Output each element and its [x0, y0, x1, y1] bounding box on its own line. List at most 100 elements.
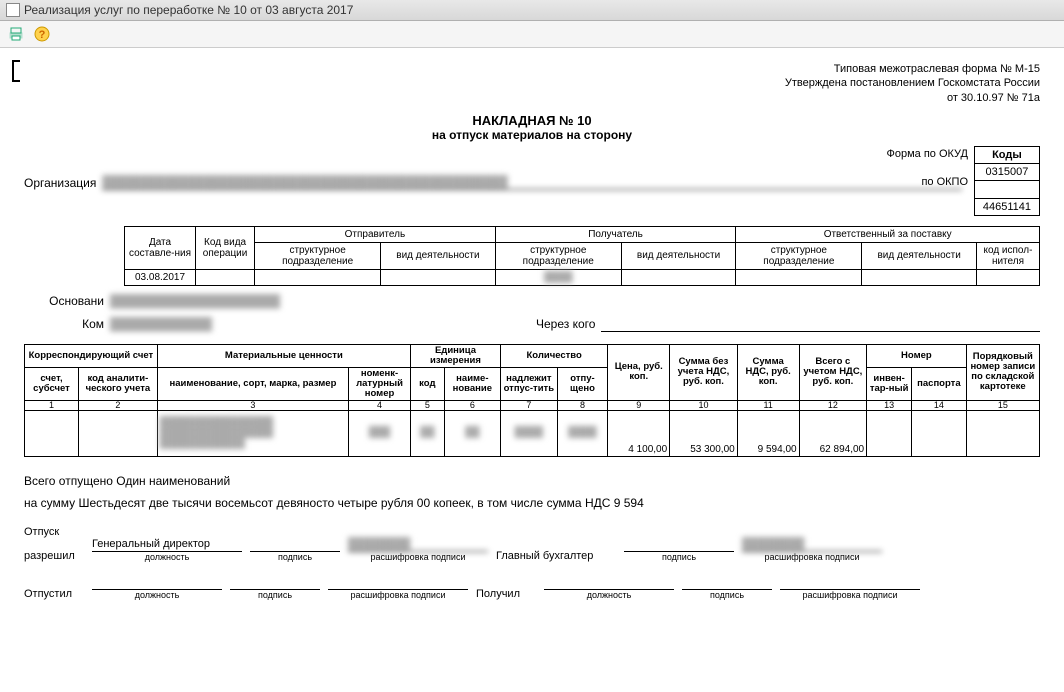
col-12: 12	[799, 400, 867, 410]
h-seq: Порядковый номер записи по складской кар…	[966, 344, 1039, 400]
h-unit: Единица измерения	[410, 344, 500, 367]
h-resp-unit: структурное подразделение	[736, 242, 862, 269]
row-acc1	[25, 411, 79, 457]
h-mat1: наименование, сорт, марка, размер	[157, 367, 348, 400]
help-button[interactable]: ?	[32, 24, 52, 44]
row-acc2	[79, 411, 158, 457]
cherez-label: Через кого	[536, 317, 595, 332]
cap-podpis-1: подпись	[278, 552, 312, 562]
org-value: ████████████████████████████████████████…	[102, 176, 962, 190]
row-num1	[867, 411, 912, 457]
col-1: 1	[25, 400, 79, 410]
sender-act-cell	[381, 269, 496, 285]
h-mat: Материальные ценности	[157, 344, 410, 367]
poluchil-decipher	[780, 576, 920, 590]
col-13: 13	[867, 400, 912, 410]
print-button[interactable]	[6, 24, 26, 44]
doc-title-1: НАКЛАДНАЯ № 10	[24, 113, 1040, 128]
razreshil-position: Генеральный директор	[92, 538, 242, 552]
h-sender-unit: структурное подразделение	[255, 242, 381, 269]
okud-label: Форма по ОКУД	[24, 148, 968, 160]
totals-block: Всего отпущено Один наименований на сумм…	[24, 471, 1040, 514]
razreshil-sign	[250, 538, 340, 552]
h-resp-act: вид деятельности	[862, 242, 977, 269]
razreshil-label: разрешил	[24, 550, 84, 562]
cap-podpis-3: подпись	[258, 590, 292, 600]
resp-unit-cell	[736, 269, 862, 285]
h-qty1: надлежит отпус-тить	[500, 367, 557, 400]
signatures: Отпуск разрешил Генеральный директор дол…	[24, 526, 1040, 600]
doc-title: НАКЛАДНАЯ № 10 на отпуск материалов на с…	[24, 113, 1040, 142]
code-blank	[974, 180, 1039, 198]
col-9: 9	[608, 400, 670, 410]
sender-unit-cell	[255, 269, 381, 285]
h-date: Дата составле-ния	[125, 226, 196, 269]
totals-line-1: Всего отпущено Один наименований	[24, 471, 1040, 493]
codes-header: Коды	[974, 146, 1039, 163]
row-seq	[966, 411, 1039, 457]
codes-box: Коды 0315007 44651141	[974, 146, 1040, 216]
row-qty2: ████	[557, 411, 608, 457]
col-8: 8	[557, 400, 608, 410]
toolbar: ?	[0, 21, 1064, 48]
col-14: 14	[912, 400, 967, 410]
row-total: 62 894,00	[799, 411, 867, 457]
h-resp: Ответственный за поставку	[736, 226, 1040, 242]
form-header: Типовая межотраслевая форма № М-15 Утвер…	[24, 62, 1040, 105]
poluchil-label: Получил	[476, 588, 536, 600]
row-mat2: ███	[349, 411, 411, 457]
row-unit2: ██	[444, 411, 500, 457]
window-title: Реализация услуг по переработке № 10 от …	[24, 3, 353, 17]
col-15: 15	[966, 400, 1039, 410]
col-10: 10	[670, 400, 738, 410]
h-num1: инвен-тар-ный	[867, 367, 912, 400]
col-7: 7	[500, 400, 557, 410]
h-qty: Количество	[500, 344, 607, 367]
totals-line-2: на сумму Шестьдесят две тысячи восемьсот…	[24, 493, 1040, 515]
h-qty2: отпу-щено	[557, 367, 608, 400]
form-line-2: Утверждена постановлением Госкомстата Ро…	[24, 76, 1040, 90]
h-num: Номер	[867, 344, 967, 367]
form-line-1: Типовая межотраслевая форма № М-15	[24, 62, 1040, 76]
items-table: Корреспондирующий счет Материальные ценн…	[24, 344, 1040, 457]
cap-dolzh-2: должность	[135, 590, 180, 600]
h-unit1: код	[410, 367, 444, 400]
row-mat1: ████████████████████████████████████████…	[157, 411, 348, 457]
resp-act-cell	[862, 269, 977, 285]
h-op: Код вида операции	[196, 226, 255, 269]
row-vat: 9 594,00	[737, 411, 799, 457]
poluchil-position	[544, 576, 674, 590]
h-recv-act: вид деятельности	[621, 242, 736, 269]
row-num2	[912, 411, 967, 457]
h-sender: Отправитель	[255, 226, 496, 242]
h-unit2: наиме-нование	[444, 367, 500, 400]
komu-label: Ком	[24, 317, 104, 332]
komu-value: ████████████	[110, 317, 490, 332]
otpustil-sign	[230, 576, 320, 590]
razreshil-decipher: ████████	[348, 538, 488, 552]
col-6: 6	[444, 400, 500, 410]
header-table: Дата составле-ния Код вида операции Отпр…	[124, 226, 1040, 286]
row-qty1: ████	[500, 411, 557, 457]
window-icon	[6, 3, 20, 17]
cap-podpis-2: подпись	[662, 552, 696, 562]
basis-label: Основани	[24, 294, 104, 309]
otpusk-label: Отпуск	[24, 526, 1040, 538]
row-unit1: ██	[410, 411, 444, 457]
svg-text:?: ?	[39, 29, 46, 41]
col-3: 3	[157, 400, 348, 410]
date-cell: 03.08.2017	[125, 269, 196, 285]
h-acc2: код аналити-ческого учета	[79, 367, 158, 400]
op-cell	[196, 269, 255, 285]
basis-value: ████████████████████	[110, 294, 1040, 309]
h-exec: код испол-нителя	[976, 242, 1039, 269]
otpustil-decipher	[328, 576, 468, 590]
h-vat: Сумма НДС, руб. коп.	[737, 344, 799, 400]
document-page: Типовая межотраслевая форма № М-15 Утвер…	[10, 56, 1054, 614]
glavbuh-label: Главный бухгалтер	[496, 550, 616, 562]
h-num2: паспорта	[912, 367, 967, 400]
h-mat2: номенк-латурный номер	[349, 367, 411, 400]
h-acc: Корреспондирующий счет	[25, 344, 158, 367]
otpustil-label: Отпустил	[24, 588, 84, 600]
cap-rasshifr-3: расшифровка подписи	[351, 590, 446, 600]
